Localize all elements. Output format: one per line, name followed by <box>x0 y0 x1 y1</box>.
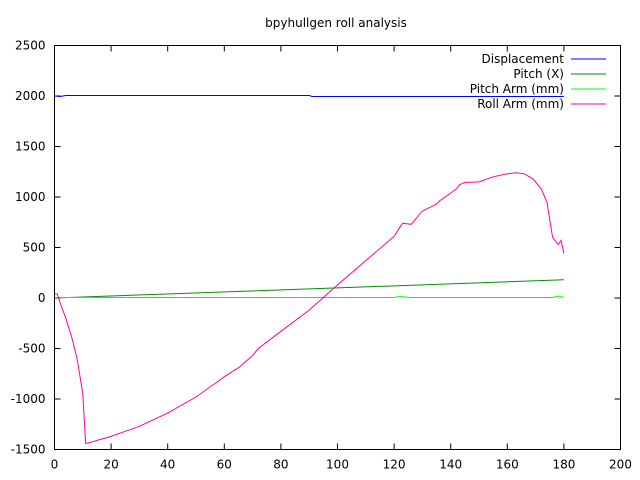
y-tick-label: 0 <box>38 291 46 305</box>
series-line-pitch-x <box>54 279 564 299</box>
x-tick-label: 200 <box>609 458 632 472</box>
x-tick-label: 20 <box>103 458 118 472</box>
x-tick-label: 140 <box>439 458 462 472</box>
x-tick-label: 60 <box>217 458 232 472</box>
y-tick-label: 1500 <box>15 140 46 154</box>
y-tick-label: 1000 <box>15 190 46 204</box>
series-line-pitch-arm-mm <box>54 295 565 298</box>
y-tick-label: -500 <box>18 342 45 356</box>
x-tick-label: 160 <box>496 458 519 472</box>
plot-area <box>54 95 565 444</box>
y-tick-label: 500 <box>23 241 46 255</box>
x-tick-label: 0 <box>51 458 59 472</box>
x-tick-label: 40 <box>160 458 175 472</box>
y-tick-label: 2000 <box>15 89 46 103</box>
legend-label: Pitch Arm (mm) <box>470 82 564 96</box>
y-tick-label: -1000 <box>11 392 46 406</box>
legend-label: Roll Arm (mm) <box>477 97 564 111</box>
x-tick-label: 100 <box>326 458 349 472</box>
y-tick-label: 2500 <box>15 39 46 53</box>
legend-label: Displacement <box>482 52 565 66</box>
series-line-displacement <box>54 95 564 98</box>
axis-ticks: 0 20 40 60 80 100 120 140 160 180 200 -1500 -1000 -50… <box>11 39 632 472</box>
plot-border <box>54 45 621 450</box>
y-tick-label: -1500 <box>11 443 46 457</box>
series-line-roll-arm-mm <box>54 172 565 444</box>
x-tick-label: 120 <box>383 458 406 472</box>
x-tick-label: 80 <box>273 458 288 472</box>
legend-label: Pitch (X) <box>513 67 564 81</box>
chart-title: bpyhullgen roll analysis <box>265 16 407 30</box>
x-tick-label: 180 <box>552 458 575 472</box>
